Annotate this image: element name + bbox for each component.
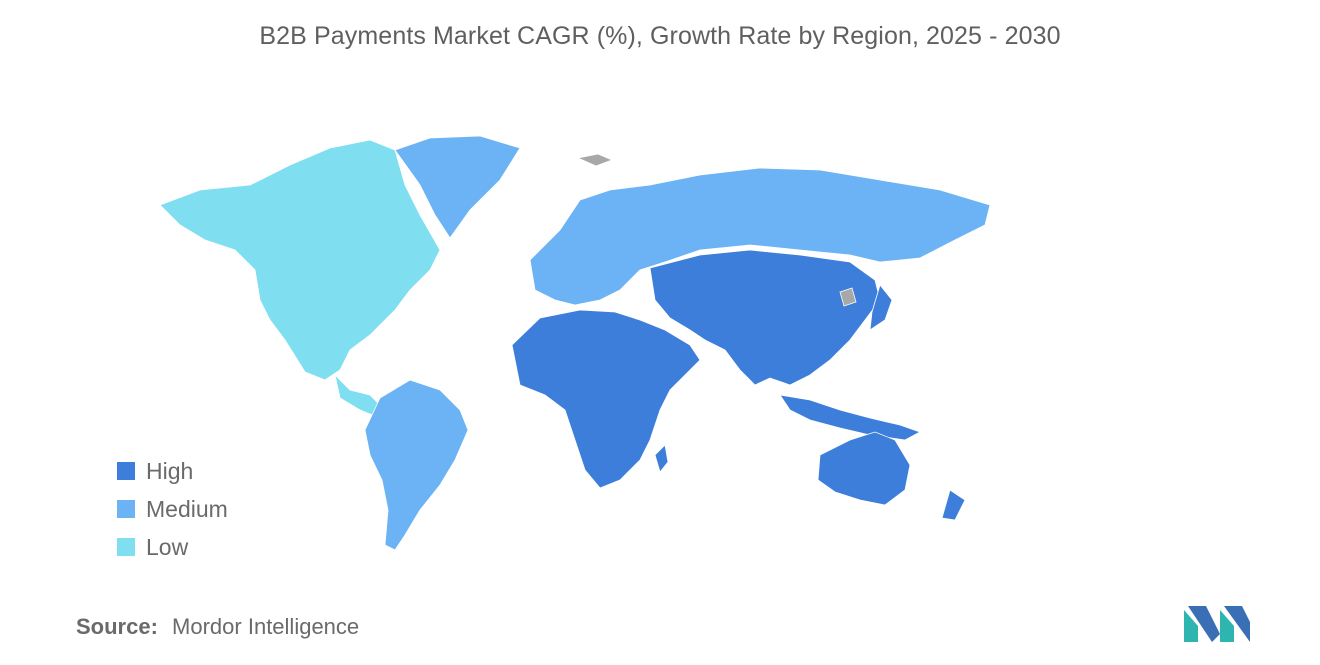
legend-item-medium: Medium bbox=[117, 490, 228, 528]
region-australia bbox=[817, 431, 966, 521]
legend: High Medium Low bbox=[117, 452, 228, 566]
source-value: Mordor Intelligence bbox=[172, 614, 360, 639]
legend-label-low: Low bbox=[146, 533, 189, 560]
legend-swatch-high bbox=[117, 462, 135, 480]
legend-item-high: High bbox=[117, 452, 228, 490]
mordor-logo-icon bbox=[1184, 606, 1250, 642]
legend-label-medium: Medium bbox=[146, 495, 228, 522]
region-africa-middle-east bbox=[511, 309, 701, 489]
legend-label-high: High bbox=[146, 457, 194, 484]
legend-swatch-low bbox=[117, 538, 135, 556]
region-greenland bbox=[394, 135, 521, 239]
legend-swatch-medium bbox=[117, 500, 135, 518]
region-asia bbox=[649, 249, 921, 441]
source-key: Source: bbox=[76, 614, 158, 639]
region-no-data bbox=[576, 153, 857, 307]
region-south-america bbox=[364, 379, 469, 551]
source-credit: Source: Mordor Intelligence bbox=[76, 614, 359, 640]
region-europe-russia bbox=[529, 167, 991, 306]
legend-item-low: Low bbox=[117, 528, 228, 566]
chart-title: B2B Payments Market CAGR (%), Growth Rat… bbox=[259, 22, 1061, 50]
region-north-america bbox=[159, 139, 441, 419]
